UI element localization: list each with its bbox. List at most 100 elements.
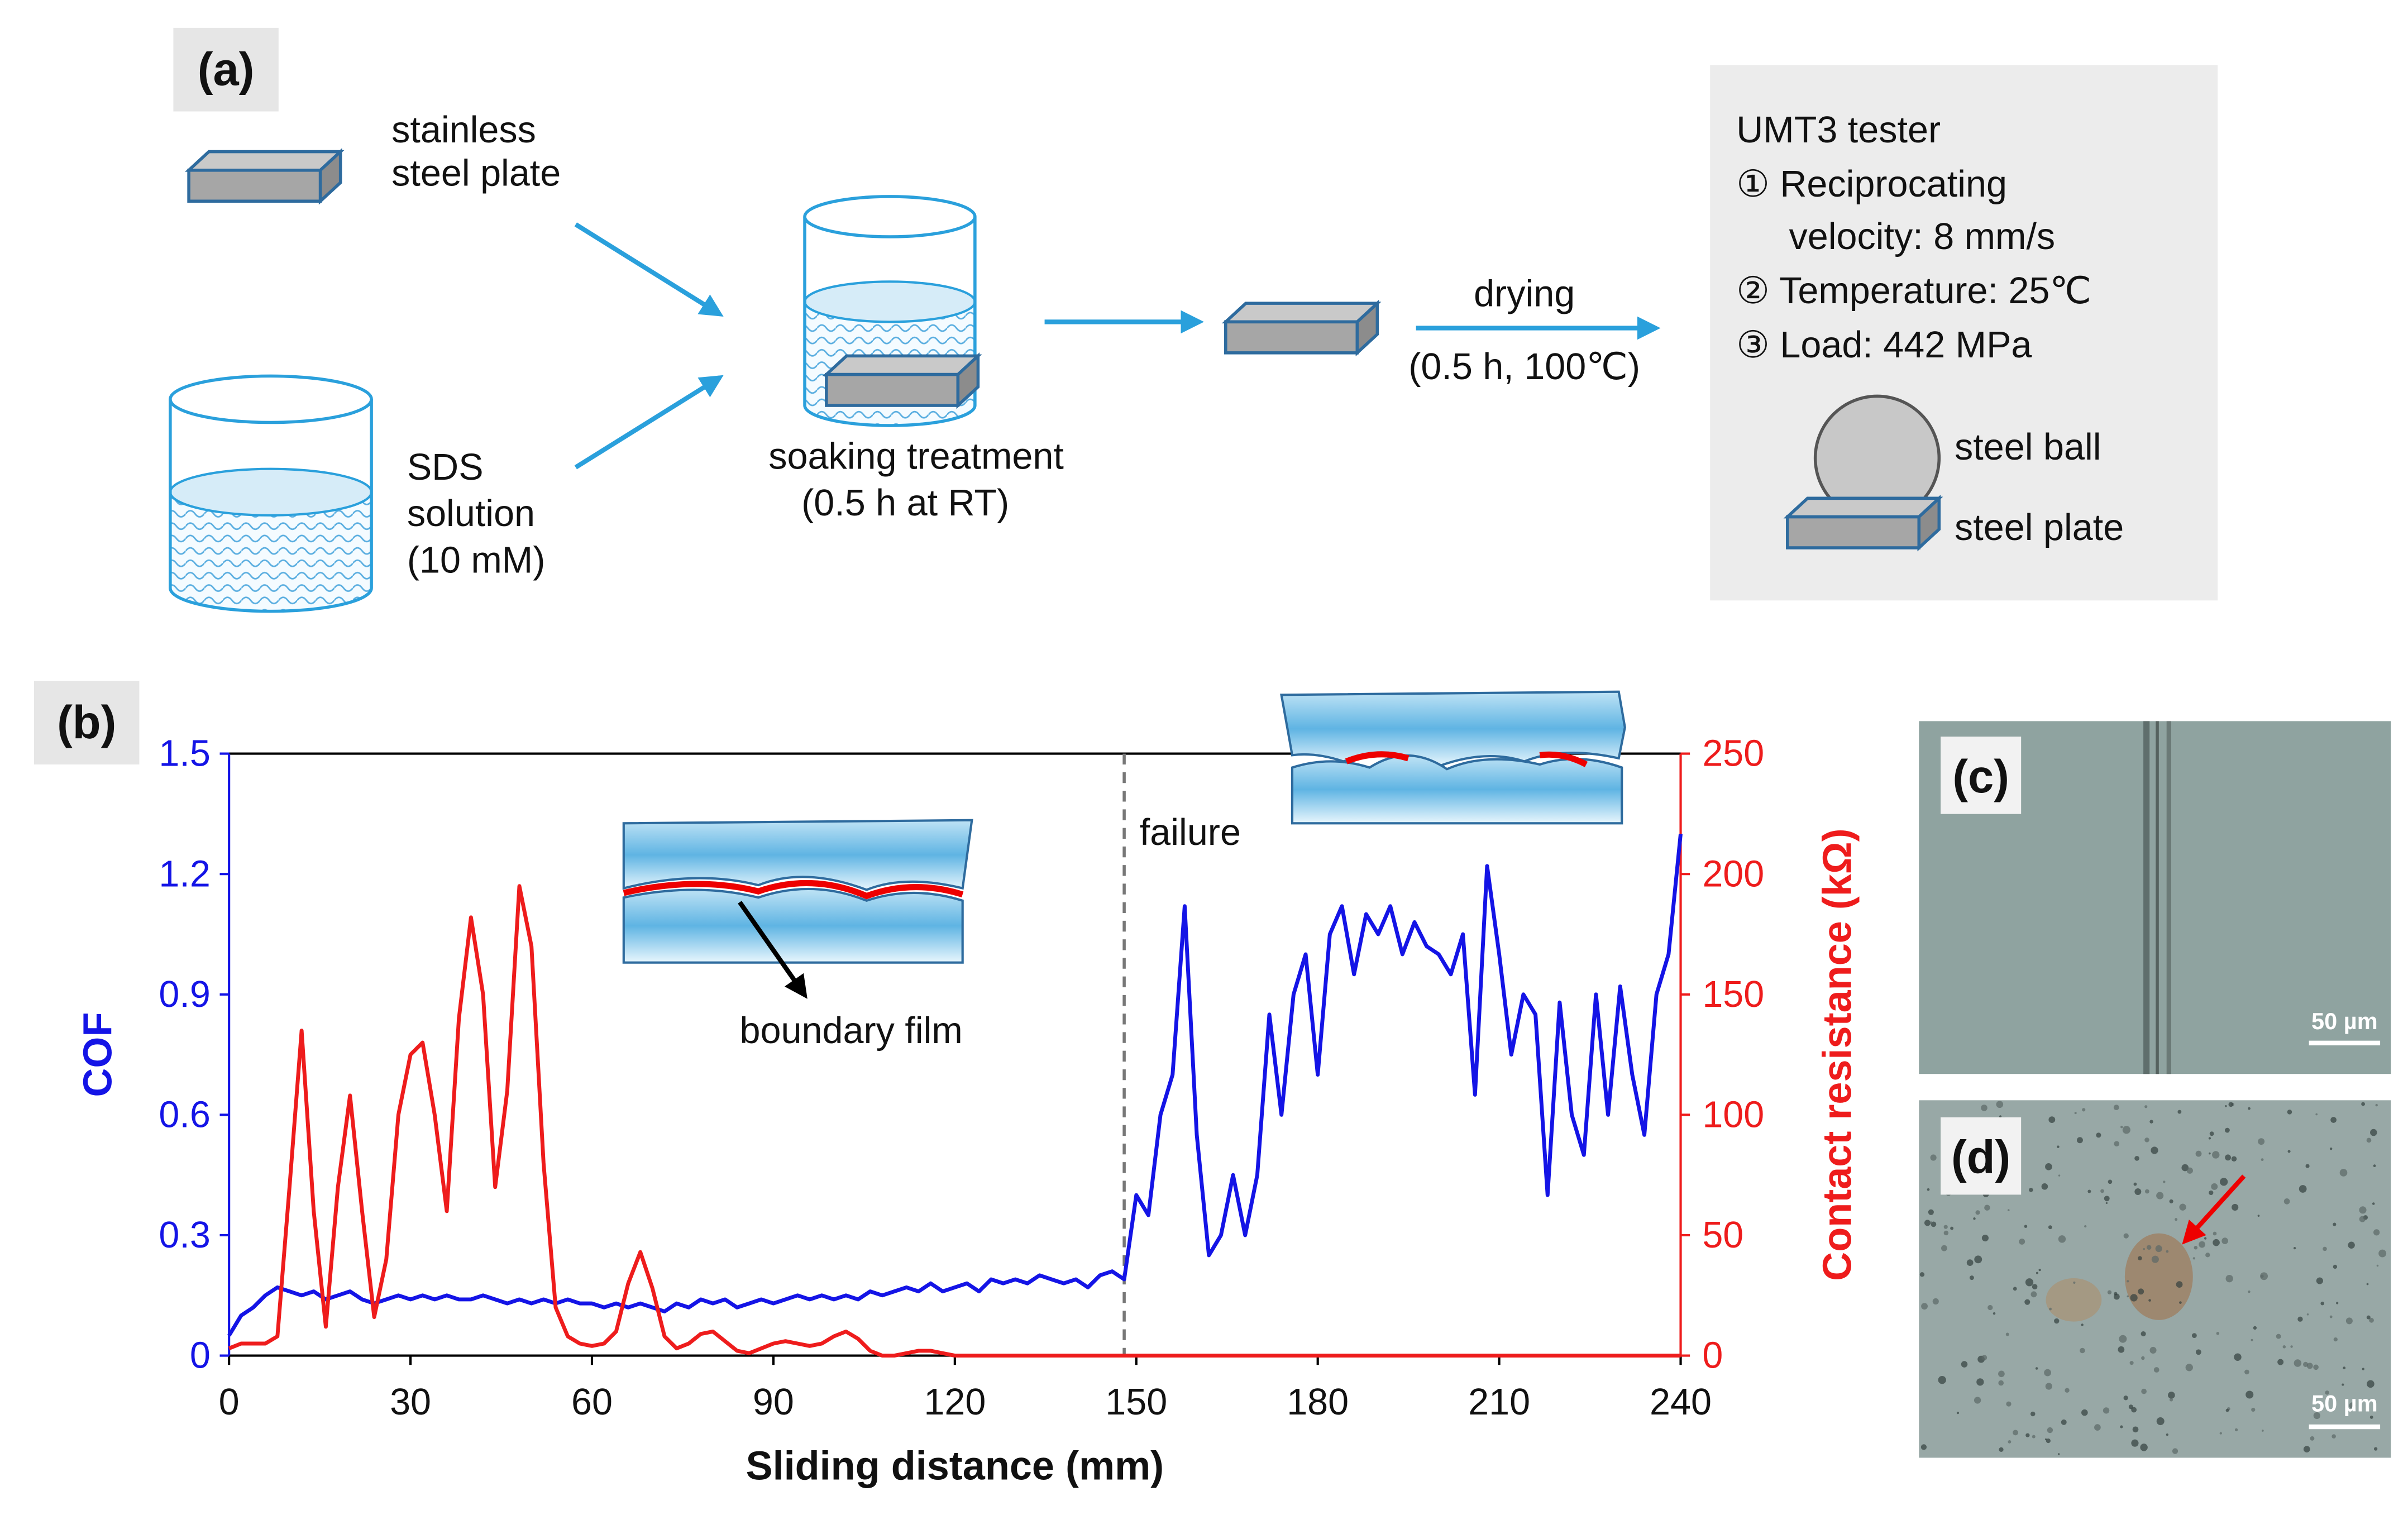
speckle [2127, 1295, 2129, 1298]
speckle [2149, 1120, 2153, 1124]
speckle [2258, 1138, 2265, 1145]
speckle [2211, 1183, 2218, 1190]
speckle [1961, 1361, 1968, 1368]
micrograph-c [1919, 721, 2391, 1074]
plate [1226, 303, 1378, 353]
speckle [2248, 1107, 2251, 1110]
speckle [2316, 1277, 2323, 1284]
speckle [2186, 1167, 2193, 1174]
speckle [2065, 1388, 2070, 1393]
speckle [2209, 1190, 2214, 1196]
speckle [2305, 1164, 2310, 1168]
speckle [2253, 1326, 2257, 1330]
y2-tick-label: 150 [1702, 974, 1764, 1015]
speckle [1974, 1255, 1982, 1264]
speckle [2144, 1189, 2149, 1194]
y2-tick-label: 0 [1702, 1335, 1723, 1377]
label: steel plate [1955, 507, 2124, 548]
speckle [2032, 1284, 2038, 1289]
speckle [2096, 1132, 2101, 1138]
speckle [2054, 1318, 2060, 1324]
speckle [2282, 1345, 2286, 1349]
speckle [2294, 1359, 2302, 1367]
speckle [2038, 1268, 2041, 1272]
speckle [2248, 1290, 2251, 1293]
inset-diagram [1280, 690, 1626, 825]
speckle [2156, 1417, 2165, 1426]
speckle [2366, 1138, 2372, 1143]
speckle [2376, 1264, 2379, 1267]
speckle [2013, 1430, 2018, 1436]
speckle [2313, 1364, 2319, 1370]
speckle [2080, 1347, 2085, 1354]
y-axis-label: COF [76, 1012, 121, 1097]
speckle [2205, 1253, 2210, 1258]
speckle [2148, 1299, 2151, 1302]
speckle [2151, 1255, 2159, 1263]
speckle [2373, 1229, 2380, 1236]
speckle [2144, 1138, 2149, 1143]
speckle [2209, 1152, 2211, 1155]
speckle [2290, 1345, 2293, 1348]
speckle [2367, 1380, 2374, 1388]
speckle [2029, 1188, 2033, 1192]
speckle [2362, 1368, 2364, 1370]
speckle [2299, 1185, 2307, 1193]
annotation: failure [1140, 812, 1241, 853]
speckle [2155, 1245, 2162, 1253]
speckle [2036, 1272, 2039, 1274]
speckle [2220, 1178, 2228, 1186]
speckle [1921, 1303, 1928, 1310]
speckle [2127, 1280, 2129, 1283]
speckle [2172, 1448, 2178, 1454]
plate [826, 356, 978, 405]
label: (10 mM) [407, 539, 546, 581]
speckle [2107, 1290, 2112, 1294]
speckle [1919, 1272, 1925, 1277]
speckle [1987, 1304, 1993, 1311]
speckle [1928, 1209, 1934, 1215]
speckle [2221, 1237, 2228, 1244]
speckle [2081, 1409, 2088, 1416]
speckle [2225, 1408, 2229, 1412]
speckle [2192, 1257, 2195, 1260]
label: (0.5 h, 100℃) [1408, 346, 1640, 388]
speckle [2181, 1164, 2189, 1172]
speckle [2138, 1256, 2142, 1260]
speckle [2057, 1145, 2060, 1148]
speckle [1975, 1210, 1980, 1215]
speckle [2195, 1150, 2202, 1157]
speckle [2074, 1112, 2077, 1115]
speckle [2168, 1392, 2175, 1399]
speckle [2339, 1169, 2348, 1177]
speckle [2315, 1113, 2318, 1116]
speckle [1932, 1298, 1939, 1305]
speckle [2366, 1283, 2369, 1285]
speckle [1930, 1154, 1937, 1161]
label: soaking treatment [768, 436, 1064, 477]
speckle [2333, 1222, 2337, 1226]
speckle [2030, 1291, 2037, 1298]
speckle [1981, 1234, 1989, 1242]
speckle [2123, 1233, 2129, 1239]
label: ② Temperature: 25℃ [1736, 270, 2091, 312]
speckle [2208, 1137, 2211, 1140]
speckle [2179, 1301, 2182, 1304]
speckle [2323, 1246, 2327, 1251]
panel-label: (a) [198, 43, 255, 95]
label: solution [407, 493, 535, 534]
y-tick-label: 1.5 [159, 733, 210, 775]
speckle [2234, 1353, 2242, 1361]
speckle [2048, 1225, 2052, 1230]
speckle [2048, 1116, 2056, 1124]
speckle [2104, 1196, 2110, 1202]
speckle [2366, 1315, 2371, 1320]
speckle [2213, 1231, 2217, 1236]
speckle [1981, 1355, 1987, 1361]
speckle [2297, 1316, 2303, 1322]
speckle [1976, 1378, 1984, 1386]
speckle [2310, 1436, 2315, 1441]
y2-tick-label: 200 [1702, 853, 1764, 895]
inset-label: boundary film [740, 1010, 963, 1052]
